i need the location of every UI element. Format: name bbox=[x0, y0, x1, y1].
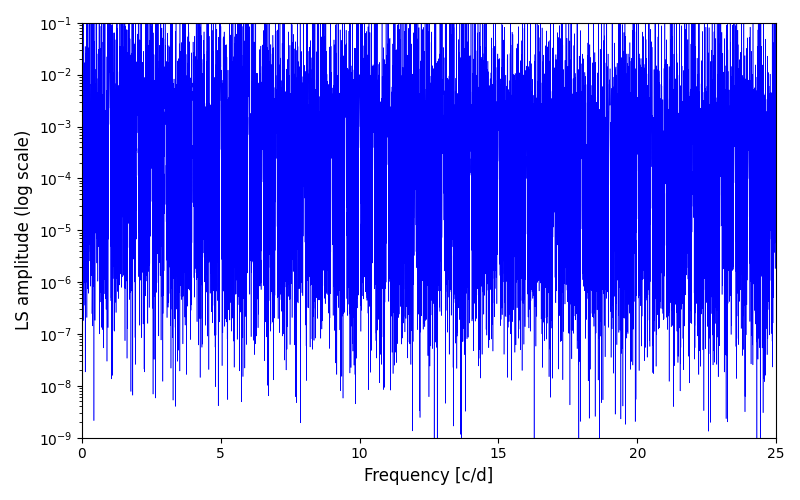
Y-axis label: LS amplitude (log scale): LS amplitude (log scale) bbox=[15, 130, 33, 330]
X-axis label: Frequency [c/d]: Frequency [c/d] bbox=[364, 467, 494, 485]
